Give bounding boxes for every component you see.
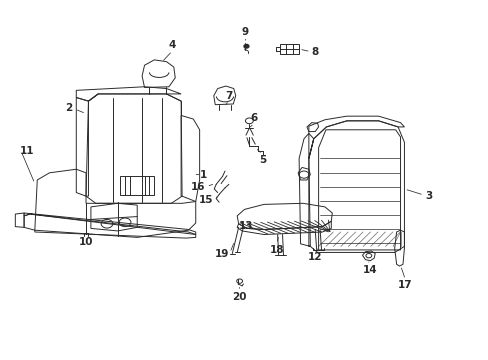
Text: 20: 20: [232, 292, 246, 302]
Circle shape: [244, 44, 248, 48]
Text: 15: 15: [199, 195, 213, 205]
Text: 4: 4: [168, 40, 176, 50]
Text: 10: 10: [79, 237, 93, 247]
Text: 17: 17: [397, 280, 412, 291]
Text: 8: 8: [311, 47, 318, 57]
Text: 11: 11: [20, 146, 35, 156]
Text: 3: 3: [424, 191, 431, 201]
Text: 19: 19: [214, 248, 228, 258]
Text: 14: 14: [362, 265, 377, 275]
Text: 18: 18: [269, 244, 284, 255]
Text: 5: 5: [258, 155, 265, 165]
Text: 7: 7: [225, 91, 232, 101]
Text: 2: 2: [65, 103, 73, 113]
Text: 6: 6: [250, 113, 257, 123]
Text: 12: 12: [307, 252, 322, 262]
Text: 1: 1: [199, 170, 206, 180]
Text: 9: 9: [242, 27, 248, 37]
Text: 13: 13: [238, 221, 253, 231]
Text: 16: 16: [191, 182, 205, 192]
